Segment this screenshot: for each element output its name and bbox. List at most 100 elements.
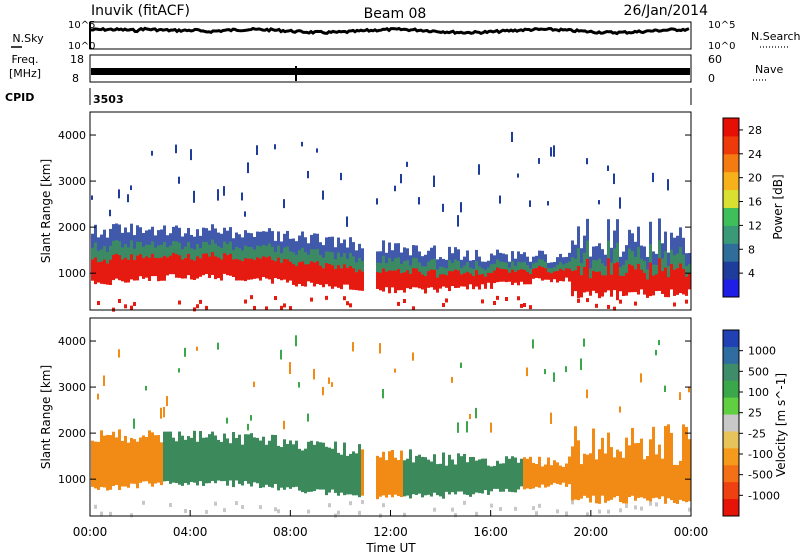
echo-cell [442, 302, 445, 307]
echo-cell [463, 500, 466, 505]
echo-cell [160, 244, 163, 261]
echo-cell [244, 230, 247, 254]
echo-cell [322, 257, 325, 271]
echo-cell [451, 263, 454, 273]
echo-cell [490, 264, 493, 275]
echo-cell [358, 269, 361, 291]
echo-cell [313, 249, 316, 266]
echo-cell [532, 268, 535, 279]
echo-cell [118, 255, 121, 281]
echo-cell [352, 451, 355, 496]
power-colorbar-tick-label: 24 [748, 148, 762, 161]
echo-cell [421, 456, 424, 498]
echo-cell [355, 262, 358, 275]
echo-cell [331, 252, 334, 268]
echo-cell [253, 236, 256, 256]
echo-cell [247, 258, 250, 280]
echo-cell [322, 245, 325, 265]
echo-cell [163, 225, 166, 251]
echo-cell [574, 270, 577, 292]
echo-cell [496, 267, 499, 283]
echo-cell [361, 248, 364, 268]
echo-cell [562, 264, 565, 272]
echo-cell [316, 248, 319, 264]
echo-cell [115, 223, 118, 249]
time-ut-xlabel: Time UT [365, 541, 416, 554]
echo-cell [337, 452, 340, 496]
echo-cell [223, 186, 225, 196]
echo-cell [334, 441, 337, 493]
echo-cell [307, 441, 310, 492]
echo-cell [235, 232, 238, 255]
echo-cell [655, 502, 658, 507]
echo-cell [514, 506, 517, 511]
echo-cell [241, 237, 244, 257]
echo-cell [586, 389, 588, 399]
echo-cell [640, 245, 643, 266]
ytick-label: 4000 [58, 335, 86, 348]
echo-cell [403, 247, 406, 268]
echo-cell [688, 272, 691, 290]
velocity-colorbar-segment [723, 431, 739, 449]
echo-cell [664, 267, 667, 298]
echo-cell [274, 296, 277, 301]
station-title: Inuvik (fitACF) [91, 3, 190, 19]
echo-cell [436, 464, 439, 496]
echo-cell [382, 503, 385, 508]
echo-cell [568, 268, 571, 282]
echo-cell [223, 241, 226, 256]
echo-cell [403, 460, 406, 497]
freq-trace [91, 68, 690, 75]
ytick-label: 3000 [58, 175, 86, 188]
echo-cell [133, 418, 135, 429]
echo-cell [130, 223, 133, 249]
cpid-strip: CPID 3503 [5, 88, 692, 106]
echo-cell [562, 257, 565, 269]
echo-cell [658, 444, 661, 500]
echo-cell [547, 267, 550, 274]
echo-cell [466, 271, 469, 290]
echo-cell [547, 272, 550, 280]
echo-cell [241, 192, 243, 201]
echo-cell [460, 259, 463, 272]
echo-cell [271, 260, 274, 284]
echo-cell [424, 254, 427, 273]
echo-cell [499, 507, 502, 512]
echo-cell [391, 261, 394, 273]
echo-cell [415, 258, 418, 271]
echo-cell [100, 430, 103, 488]
echo-cell [484, 276, 487, 289]
echo-cell [418, 197, 420, 205]
echo-cell [649, 221, 652, 256]
echo-cell [619, 197, 621, 209]
velocity-colorbar-segment [723, 414, 739, 432]
echo-cell [394, 270, 397, 294]
echo-cell [283, 199, 285, 209]
echo-cell [199, 235, 202, 255]
echo-cell [526, 367, 528, 377]
echo-cell [130, 254, 133, 280]
echo-cell [244, 211, 246, 217]
echo-cell [466, 250, 469, 268]
echo-cell [619, 299, 622, 304]
echo-cell [97, 301, 100, 306]
echo-cell [262, 436, 265, 488]
echo-cell [127, 232, 130, 255]
echo-cell [91, 440, 94, 487]
echo-cell [100, 249, 103, 265]
echo-cell [688, 263, 691, 275]
echo-cell [328, 377, 330, 384]
echo-cell [454, 464, 457, 495]
echo-cell [625, 504, 628, 509]
echo-cell [103, 229, 106, 255]
echo-cell [94, 242, 97, 261]
power-colorbar-tick-label: 28 [748, 124, 762, 137]
echo-cell [589, 256, 592, 275]
echo-cell [499, 195, 501, 204]
echo-cell [394, 185, 396, 192]
echo-cell [529, 268, 532, 276]
echo-cell [175, 254, 178, 278]
echo-cell [247, 434, 250, 484]
echo-cell [148, 244, 151, 261]
echo-cell [424, 457, 427, 496]
